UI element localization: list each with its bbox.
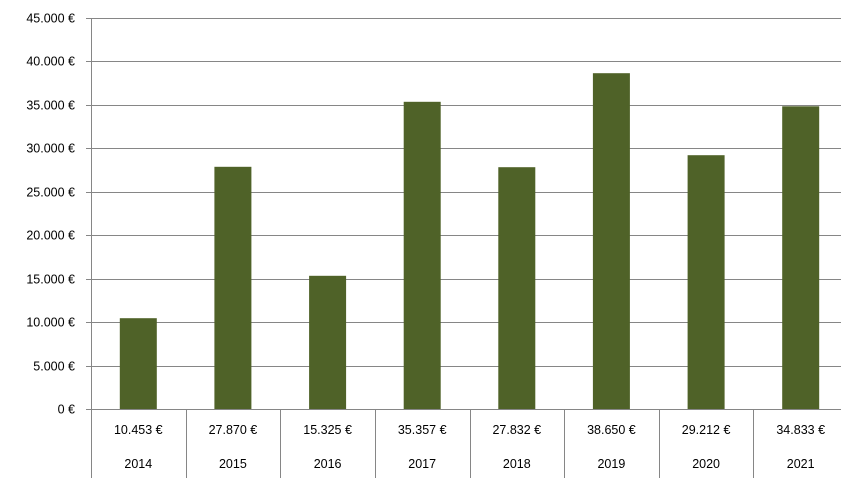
table-value-label: 10.453 € <box>114 423 163 437</box>
bar-2014 <box>119 318 157 409</box>
bar-2016 <box>309 275 347 409</box>
y-tick-label: 35.000 € <box>26 99 75 113</box>
table-value-label: 35.357 € <box>398 423 447 437</box>
table-value-label: 38.650 € <box>587 423 636 437</box>
bar-2020 <box>687 155 725 409</box>
y-tick-label: 0 € <box>58 403 75 417</box>
x-category-label: 2019 <box>597 457 625 471</box>
x-category-label: 2017 <box>408 457 436 471</box>
x-category-label: 2018 <box>503 457 531 471</box>
x-category-label: 2021 <box>787 457 815 471</box>
bar-2019 <box>592 73 630 409</box>
bar-2017 <box>403 101 441 410</box>
y-tick-label: 5.000 € <box>33 360 75 374</box>
y-tick-label: 15.000 € <box>26 273 75 287</box>
y-tick-label: 45.000 € <box>26 12 75 26</box>
x-category-label: 2016 <box>314 457 342 471</box>
table-value-label: 15.325 € <box>303 423 352 437</box>
table-value-label: 27.870 € <box>209 423 258 437</box>
table-value-label: 27.832 € <box>492 423 541 437</box>
y-tick-label: 10.000 € <box>26 316 75 330</box>
data-table: 10.453 € 2014 27.870 € 2015 15.325 € 2016 35.3… <box>91 409 825 478</box>
bar-2015 <box>214 166 252 409</box>
bars <box>119 73 820 410</box>
y-tick-label: 30.000 € <box>26 142 75 156</box>
table-value-label: 29.212 € <box>682 423 731 437</box>
y-tick-label: 25.000 € <box>26 186 75 200</box>
table-value-label: 34.833 € <box>776 423 825 437</box>
x-category-label: 2015 <box>219 457 247 471</box>
gridlines <box>91 18 841 367</box>
y-axis-tick-labels: 0 € 5.000 € 10.000 € 15.000 € 20.000 € 25.000… <box>26 12 75 417</box>
bar-2021 <box>782 106 820 410</box>
y-tick-label: 40.000 € <box>26 55 75 69</box>
x-category-label: 2014 <box>124 457 152 471</box>
x-category-label: 2020 <box>692 457 720 471</box>
bar-2018 <box>498 167 536 409</box>
axes <box>86 18 841 410</box>
y-tick-label: 20.000 € <box>26 229 75 243</box>
